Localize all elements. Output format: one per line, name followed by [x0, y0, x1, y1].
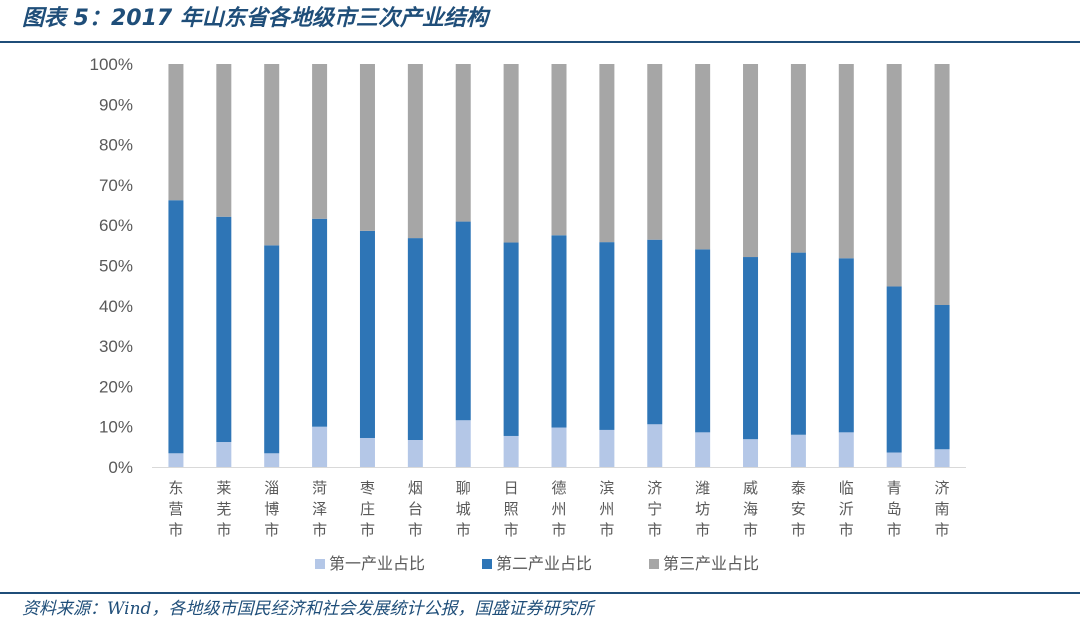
bar-segment-series-2 [743, 257, 759, 440]
bar-segment-series-3 [695, 64, 711, 250]
bar-segment-series-3 [407, 64, 423, 239]
bar-segment-series-2 [455, 221, 471, 421]
bar-segment-series-3 [743, 64, 759, 258]
category-label: 东营市 [168, 479, 183, 539]
bar-segment-series-3 [168, 64, 184, 201]
legend: 第一产业占比 第二产业占比 第三产业占比 [315, 554, 759, 573]
bar-segment-series-2 [264, 245, 280, 454]
y-tick-label: 90% [99, 95, 133, 114]
footer-rule [0, 592, 1080, 594]
category-label: 潍坊市 [695, 479, 710, 539]
y-tick-label: 50% [99, 257, 133, 276]
category-label: 聊城市 [456, 479, 471, 539]
category-label: 日照市 [504, 479, 519, 539]
category-label: 枣庄市 [360, 479, 375, 539]
y-axis: 0% 10% 20% 30% 40% 50% 60% 70% 80% 90% 100% [90, 55, 133, 477]
bar-segment-series-1 [455, 420, 471, 467]
bar-segment-series-1 [264, 453, 280, 467]
bar-segment-series-2 [695, 249, 711, 433]
y-tick-label: 80% [99, 136, 133, 155]
bar-segment-series-2 [551, 235, 567, 428]
category-label: 莱芜市 [216, 479, 231, 539]
bar-segment-series-3 [455, 64, 471, 222]
bar-segment-series-2 [934, 304, 950, 450]
bar-segment-series-1 [312, 426, 328, 467]
category-label: 泰安市 [791, 479, 806, 539]
legend-label-series-3: 第三产业占比 [663, 554, 759, 573]
bar-segment-series-3 [359, 64, 375, 231]
category-label: 德州市 [551, 479, 566, 539]
bar-segment-series-3 [599, 64, 615, 243]
y-tick-label: 40% [99, 297, 133, 316]
stacked-bar-chart: 0% 10% 20% 30% 40% 50% 60% 70% 80% 90% 100% 东营市 莱芜市… [90, 55, 966, 573]
bar-segment-series-3 [503, 64, 519, 243]
bar-segment-series-3 [264, 64, 280, 246]
category-label: 青岛市 [887, 479, 902, 539]
source-note: 资料来源：Wind，各地级市国民经济和社会发展统计公报，国盛证券研究所 [22, 599, 594, 619]
bar-segment-series-3 [312, 64, 328, 219]
bar-segment-series-1 [838, 432, 854, 467]
bar-segment-series-1 [886, 452, 902, 467]
bar-segment-series-1 [407, 439, 423, 467]
bar-segment-series-3 [551, 64, 567, 236]
bar-segment-series-3 [838, 64, 854, 259]
bar-segment-series-1 [934, 449, 950, 467]
bars [168, 64, 950, 467]
x-axis: 东营市 莱芜市 淄博市 菏泽市 枣庄市 烟台市 聊城市 日照市 德州市 滨州市 济宁市 潍坊市 威海市 泰… [152, 467, 966, 539]
bar-segment-series-1 [503, 435, 519, 467]
bar-segment-series-2 [838, 258, 854, 433]
category-label: 淄博市 [264, 479, 279, 539]
bar-segment-series-3 [934, 64, 950, 305]
bar-segment-series-2 [216, 216, 232, 443]
bar-segment-series-1 [551, 427, 567, 467]
bar-segment-series-2 [407, 238, 423, 440]
bar-segment-series-2 [359, 230, 375, 438]
y-tick-label: 30% [99, 337, 133, 356]
category-label: 烟台市 [408, 479, 423, 539]
category-label: 菏泽市 [312, 479, 327, 539]
category-label: 滨州市 [599, 479, 614, 539]
bar-segment-series-1 [743, 439, 759, 467]
y-tick-label: 20% [99, 377, 133, 396]
category-label: 威海市 [743, 479, 758, 539]
bar-segment-series-3 [216, 64, 232, 217]
figure-title: 图表 5：2017 年山东省各地级市三次产业结构 [22, 6, 488, 31]
bar-segment-series-1 [790, 434, 806, 467]
bar-segment-series-1 [647, 424, 663, 467]
bar-segment-series-2 [790, 252, 806, 435]
bar-segment-series-2 [503, 242, 519, 436]
bar-segment-series-1 [599, 429, 615, 467]
bar-segment-series-3 [886, 64, 902, 287]
bar-segment-series-2 [599, 242, 615, 430]
bar-segment-series-1 [216, 442, 232, 467]
title-rule [0, 41, 1080, 43]
bar-segment-series-2 [647, 239, 663, 425]
bar-segment-series-1 [695, 432, 711, 467]
y-tick-label: 70% [99, 176, 133, 195]
y-tick-label: 100% [90, 55, 133, 74]
legend-label-series-1: 第一产业占比 [329, 554, 425, 573]
category-label: 济南市 [935, 479, 950, 539]
bar-segment-series-3 [790, 64, 806, 253]
legend-swatch-series-3 [649, 559, 659, 569]
y-tick-label: 10% [99, 418, 133, 437]
legend-swatch-series-2 [482, 559, 492, 569]
bar-segment-series-2 [312, 218, 328, 427]
y-tick-label: 0% [108, 458, 133, 477]
category-label: 济宁市 [647, 479, 662, 539]
legend-label-series-2: 第二产业占比 [496, 554, 592, 573]
bar-segment-series-2 [886, 286, 902, 453]
category-label: 临沂市 [839, 479, 854, 539]
bar-segment-series-2 [168, 200, 184, 454]
bar-segment-series-1 [359, 437, 375, 467]
y-tick-label: 60% [99, 216, 133, 235]
legend-swatch-series-1 [315, 559, 325, 569]
bar-segment-series-3 [647, 64, 663, 240]
bar-segment-series-1 [168, 453, 184, 467]
